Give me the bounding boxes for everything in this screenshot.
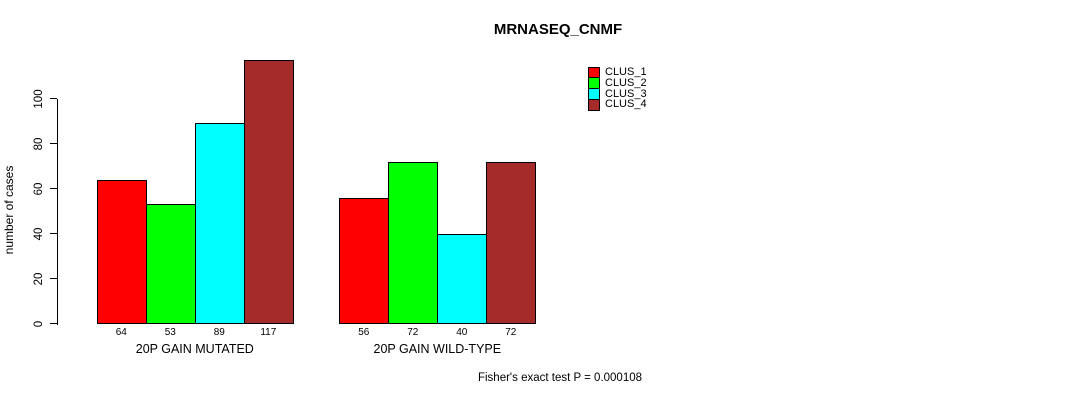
bar-value-label: 72	[505, 327, 517, 338]
y-axis-tick	[49, 187, 57, 190]
y-axis-tick-label: 100	[33, 88, 45, 109]
bar-clus_1-group2	[339, 197, 390, 324]
bar-clus_4-group1	[243, 60, 294, 324]
bar-value-label: 53	[164, 327, 176, 338]
group-label: 20P GAIN WILD-TYPE	[373, 341, 502, 356]
bar-value-label: 40	[456, 327, 468, 338]
y-axis-tick-label: 80	[33, 137, 45, 150]
legend-swatch-clus_4	[588, 98, 600, 111]
bar-value-label: 72	[407, 327, 419, 338]
bar-value-label: 56	[358, 327, 370, 338]
bar-clus_1-group1	[96, 179, 147, 324]
y-axis-tick	[49, 232, 57, 235]
y-axis-title: number of cases	[2, 165, 16, 255]
bar-clus_4-group2	[486, 161, 537, 324]
legend-label: CLUS_3	[605, 87, 647, 100]
y-axis-tick-label: 60	[33, 182, 45, 195]
y-axis-line	[56, 98, 58, 325]
bar-clus_2-group2	[388, 161, 439, 324]
legend-label: CLUS_1	[605, 66, 647, 78]
group-label: 20P GAIN MUTATED	[135, 341, 254, 356]
bar-value-label: 117	[260, 327, 277, 338]
y-axis-tick	[49, 322, 57, 325]
legend-item-clus_2: CLUS_2	[588, 76, 647, 90]
y-axis-tick-label: 0	[33, 320, 45, 327]
y-axis-tick-label: 40	[33, 227, 45, 240]
y-axis-tick	[49, 97, 57, 100]
bar-clus_3-group1	[194, 123, 245, 324]
bar-value-label: 89	[213, 327, 225, 338]
chart-title: MRNASEQ_CNMF	[493, 21, 623, 38]
y-axis-tick	[49, 277, 57, 280]
bar-clus_2-group1	[145, 204, 196, 324]
legend-item-clus_4: CLUS_4	[588, 98, 647, 111]
bar-value-label: 64	[115, 327, 127, 338]
bar-clus_3-group2	[437, 233, 488, 324]
y-axis-tick	[49, 142, 57, 145]
annotation-fisher-test: Fisher's exact test P = 0.000108	[477, 372, 643, 384]
legend-label: CLUS_4	[605, 98, 647, 111]
legend-label: CLUS_2	[605, 76, 647, 89]
y-axis-tick-label: 20	[33, 272, 45, 285]
